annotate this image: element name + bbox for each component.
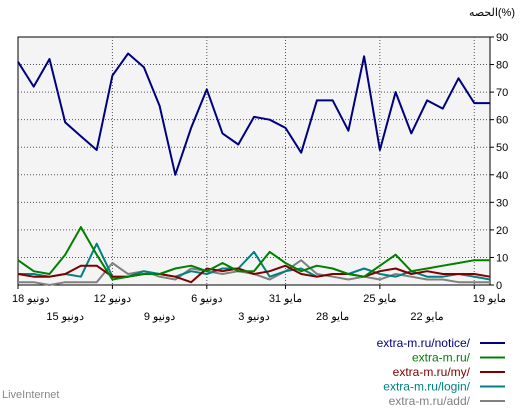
y-tick-label: 10 bbox=[496, 252, 508, 264]
legend-label: extra-m.ru/notice/ bbox=[377, 336, 471, 350]
legend: extra-m.ru/notice/extra-m.ru/extra-m.ru/… bbox=[377, 336, 505, 408]
x-tick-label-top: 6 دونيو bbox=[191, 293, 223, 305]
x-tick-label-bottom: 3 دونيو bbox=[238, 311, 270, 323]
legend-label: extra-m.ru/ bbox=[412, 351, 471, 365]
x-tick-label-bottom: 15 دونيو bbox=[46, 311, 84, 323]
y-tick-label: 20 bbox=[496, 225, 508, 237]
y-tick-label: 30 bbox=[496, 197, 508, 209]
y-axis: 0 10 20 30 40 50 60 70 80 90 bbox=[490, 32, 508, 292]
x-tick-label-bottom: 9 دونيو bbox=[144, 311, 176, 323]
y-tick-label: 60 bbox=[496, 115, 508, 127]
x-axis: 18 دونيو 12 دونيو 6 دونيو 31 مايو 25 مايو 19 … bbox=[12, 285, 506, 323]
watermark-text: LiveInternet bbox=[2, 389, 59, 401]
x-tick-label-top: 19 مايو bbox=[473, 293, 506, 305]
y-tick-label: 50 bbox=[496, 142, 508, 154]
y-tick-label: 90 bbox=[496, 32, 508, 44]
y-tick-label: 40 bbox=[496, 170, 508, 182]
grid-lines bbox=[18, 37, 490, 285]
x-tick-label-top: 31 مايو bbox=[269, 293, 302, 305]
legend-label: extra-m.ru/my/ bbox=[393, 365, 471, 379]
x-tick-label-top: 12 دونيو bbox=[94, 293, 132, 305]
series-lines bbox=[17, 52, 491, 286]
y-axis-title: الحصه(%) bbox=[469, 7, 515, 19]
series-line bbox=[17, 52, 490, 176]
y-tick-label: 0 bbox=[496, 280, 502, 292]
x-tick-label-top: 18 دونيو bbox=[12, 293, 50, 305]
legend-label: extra-m.ru/login/ bbox=[383, 380, 470, 394]
plot-area bbox=[17, 36, 491, 286]
series-line bbox=[17, 226, 490, 281]
y-tick-label: 70 bbox=[496, 87, 508, 99]
legend-label: extra-m.ru/add/ bbox=[389, 394, 471, 405]
x-tick-label-bottom: 28 مايو bbox=[316, 311, 349, 323]
y-tick-label: 80 bbox=[496, 60, 508, 72]
x-tick-label-top: 25 مايو bbox=[363, 293, 396, 305]
series-line bbox=[17, 264, 491, 284]
x-tick-label-bottom: 22 مايو bbox=[410, 311, 443, 323]
